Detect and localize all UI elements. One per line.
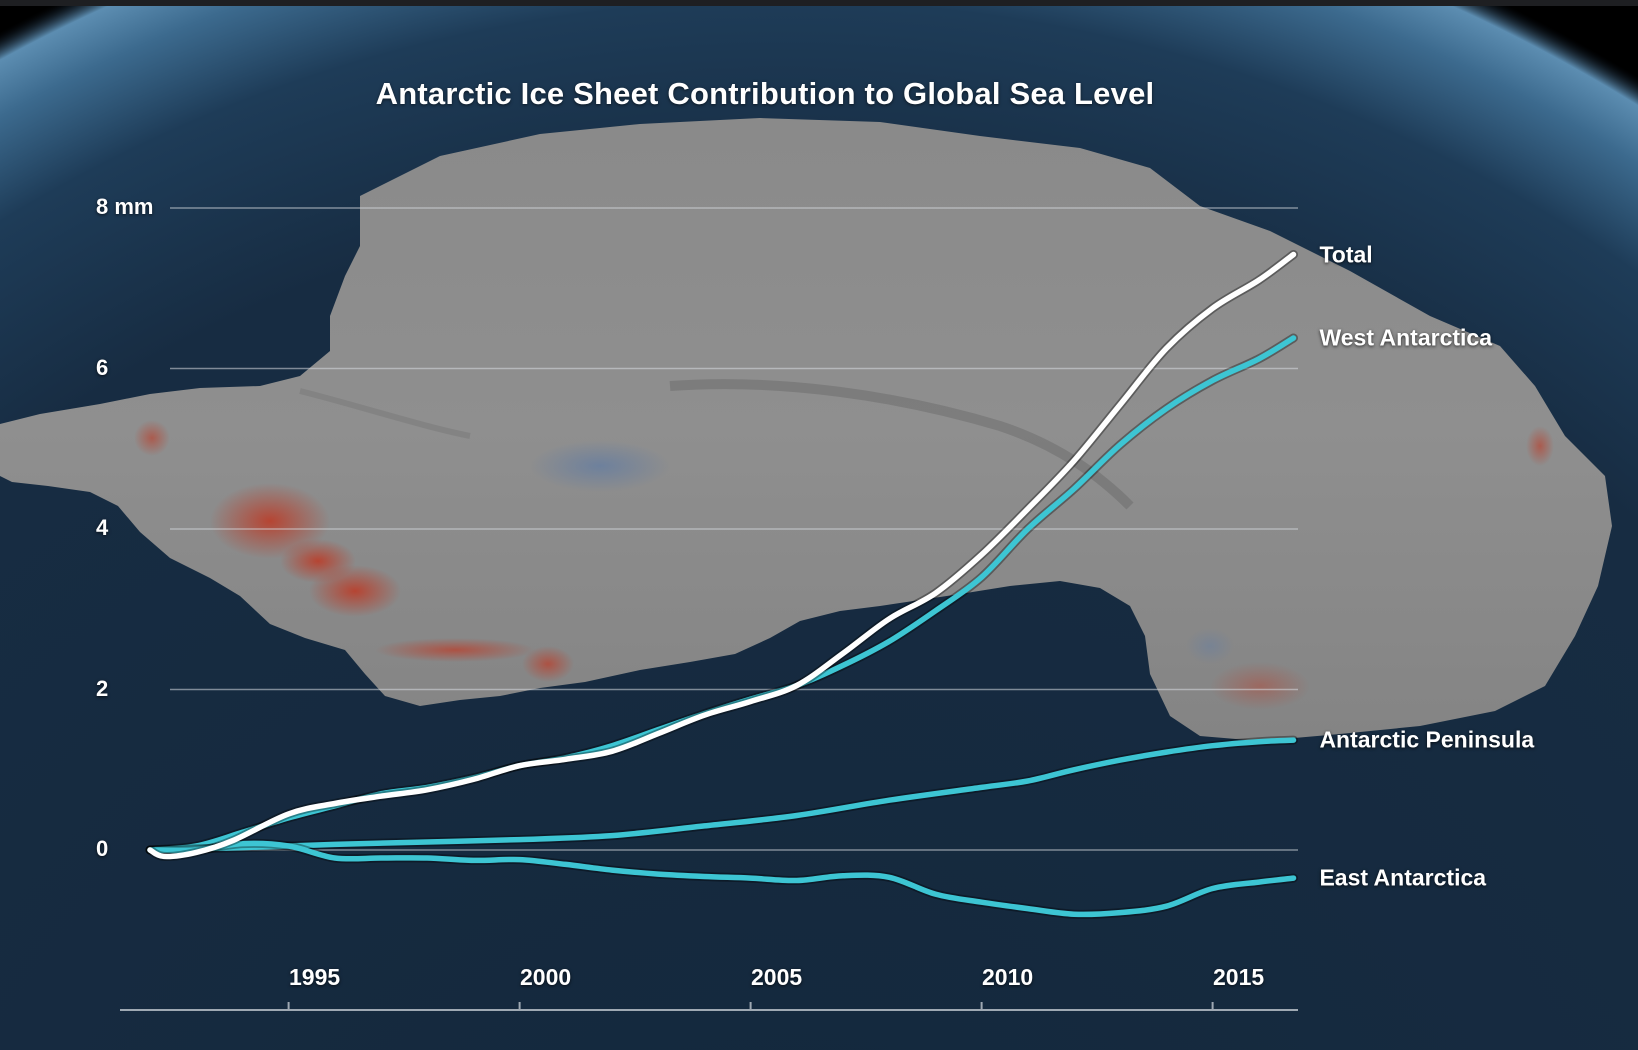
- series-label-antarctic-peninsula: Antarctic Peninsula: [1319, 726, 1535, 753]
- x-tick-marks: [287, 1002, 1214, 1010]
- x-tick-label-2000: 2000: [520, 964, 572, 990]
- x-tick-label-2015: 2015: [1213, 964, 1265, 990]
- series-line-total: [147, 251, 1297, 860]
- y-tick-label-8-mm: 8 mm: [96, 194, 154, 219]
- chart-svg: [0, 6, 1638, 1050]
- x-tick-label-2010: 2010: [982, 964, 1034, 990]
- series-label-west-antarctica: West Antarctica: [1319, 324, 1492, 351]
- chart-title: Antarctic Ice Sheet Contribution to Glob…: [375, 76, 1155, 111]
- y-tick-label-0: 0: [96, 836, 109, 861]
- x-tick-label-2005: 2005: [751, 964, 803, 990]
- antarctica-map: [0, 118, 1612, 741]
- horizontal-gridlines: [170, 207, 1298, 851]
- series-label-east-antarctica: East Antarctica: [1319, 864, 1487, 891]
- y-tick-label-6: 6: [96, 354, 109, 380]
- series-line-antarctic-peninsula: [147, 737, 1297, 853]
- y-tick-label-2: 2: [96, 675, 109, 701]
- y-tick-label-4: 4: [96, 515, 109, 540]
- chart-canvas: Antarctic Ice Sheet Contribution to Glob…: [0, 6, 1638, 1050]
- x-tick-label-1995: 1995: [289, 964, 341, 990]
- series-label-total: Total: [1319, 241, 1373, 268]
- series-line-east-antarctica: [147, 840, 1297, 918]
- series-lines: [145, 250, 1298, 919]
